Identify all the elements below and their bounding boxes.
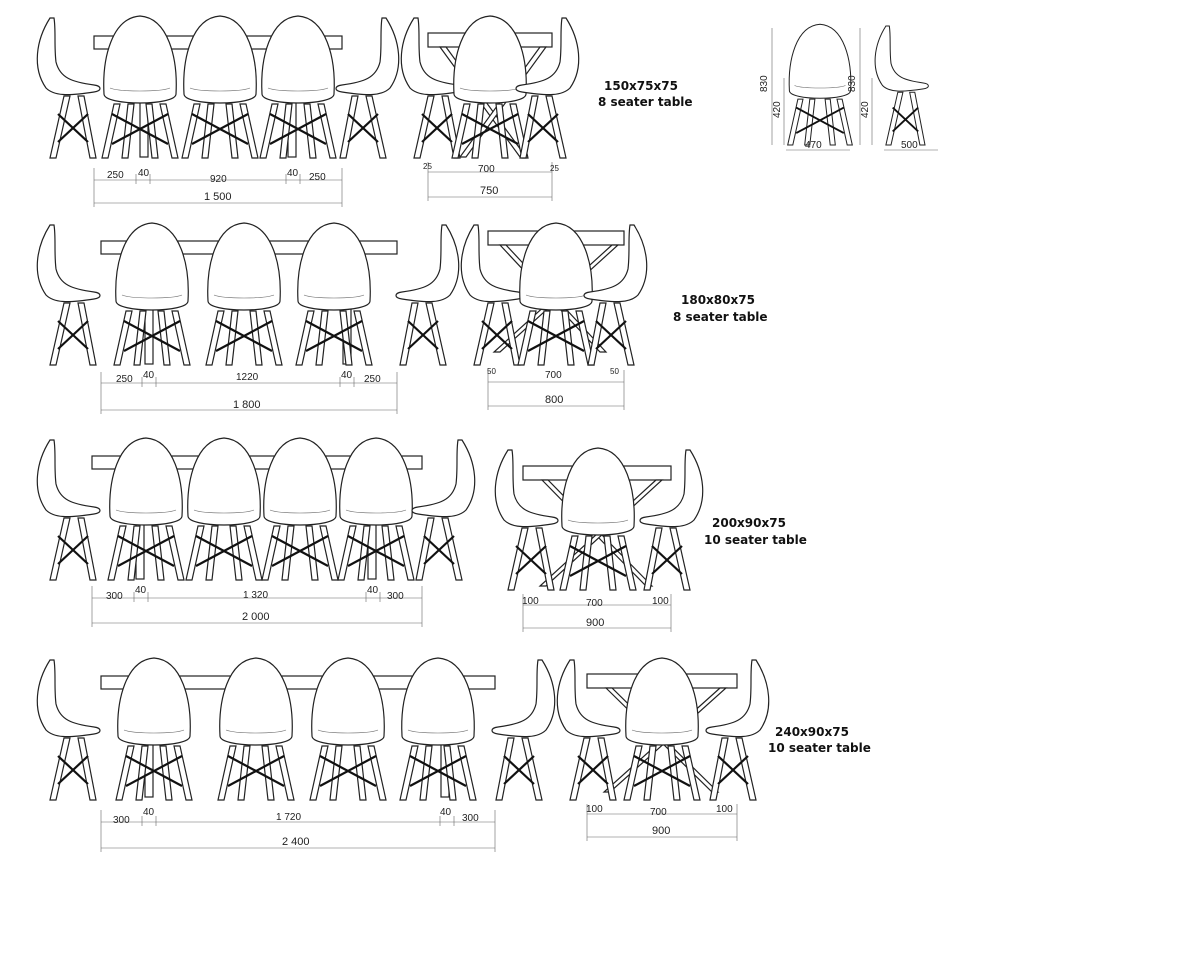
r3-front-seg-3: 1 320 (243, 590, 268, 601)
ref-height-830-label: 830 (759, 75, 770, 92)
r2-front-total: 1 800 (233, 399, 261, 411)
row4-front-view (36, 656, 554, 802)
r1-side-seg-3: 25 (550, 164, 559, 173)
r2-side-seg-3: 50 (610, 367, 619, 376)
dimension-lines (91, 162, 738, 852)
r1-side-seg-2: 700 (478, 164, 495, 175)
r1-front-seg-5: 250 (309, 172, 326, 183)
row3-side-view (494, 446, 702, 592)
r4-front-seg-2: 40 (143, 807, 155, 818)
r3-side-seg-3: 100 (652, 596, 669, 607)
r2-front-seg-4: 40 (341, 370, 353, 381)
reference-chair-side (874, 25, 930, 146)
caption-3-seats: 10 seater table (704, 533, 807, 547)
r1-front-seg-3: 920 (210, 174, 227, 185)
r4-front-total: 2 400 (282, 836, 310, 848)
reference-dimension-lines (771, 28, 938, 151)
reference-chair-front (786, 23, 854, 146)
r1-side-total: 750 (480, 185, 498, 197)
r4-front-seg-1: 300 (113, 815, 130, 826)
r2-side-total: 800 (545, 394, 563, 406)
caption-1-size: 150x75x75 (604, 79, 678, 93)
caption-2-seats: 8 seater table (673, 310, 768, 324)
r4-side-seg-2: 700 (650, 807, 667, 818)
r2-front-seg-5: 250 (364, 374, 381, 385)
row2-front-view (36, 221, 458, 367)
r2-front-seg-1: 250 (116, 374, 133, 385)
r3-side-seg-1: 100 (522, 596, 539, 607)
r1-front-total: 1 500 (204, 191, 232, 203)
caption-4-seats: 10 seater table (768, 741, 871, 755)
r3-side-seg-2: 700 (586, 598, 603, 609)
ref-height-830-side-label: 830 (847, 75, 858, 92)
row1-front-view (36, 14, 398, 160)
r4-side-seg-3: 100 (716, 804, 733, 815)
r2-side-seg-2: 700 (545, 370, 562, 381)
r3-front-seg-5: 300 (387, 591, 404, 602)
caption-2-size: 180x80x75 (681, 293, 755, 307)
row3-front-view (36, 436, 474, 582)
r4-front-seg-5: 300 (462, 813, 479, 824)
r1-front-seg-2: 40 (138, 168, 150, 179)
row1-side-view (400, 14, 578, 160)
r3-front-seg-4: 40 (367, 585, 379, 596)
ref-seat-420-label: 420 (772, 101, 783, 118)
caption-3-size: 200x90x75 (712, 516, 786, 530)
r4-front-seg-4: 40 (440, 807, 452, 818)
r3-front-seg-1: 300 (106, 591, 123, 602)
r3-side-total: 900 (586, 617, 604, 629)
r4-side-seg-1: 100 (586, 804, 603, 815)
row2-side-view (460, 221, 646, 367)
r2-front-seg-2: 40 (143, 370, 155, 381)
r2-side-seg-1: 50 (487, 367, 496, 376)
r4-front-seg-3: 1 720 (276, 812, 301, 823)
r1-side-seg-1: 25 (423, 162, 432, 171)
r4-side-total: 900 (652, 825, 670, 837)
r1-front-seg-4: 40 (287, 168, 299, 179)
caption-1-seats: 8 seater table (598, 95, 693, 109)
ref-seat-420-side-label: 420 (860, 101, 871, 118)
caption-4-size: 240x90x75 (775, 725, 849, 739)
ref-depth-500-label: 500 (901, 140, 918, 151)
r3-front-total: 2 000 (242, 611, 270, 623)
r3-front-seg-2: 40 (135, 585, 147, 596)
r2-front-seg-3: 1220 (236, 372, 259, 383)
row4-side-view (556, 656, 768, 802)
ref-width-470-label: 470 (805, 140, 822, 151)
r1-front-seg-1: 250 (107, 170, 124, 181)
